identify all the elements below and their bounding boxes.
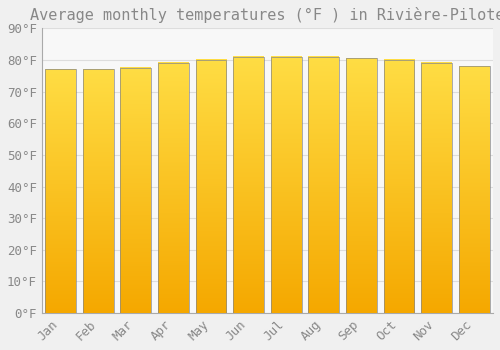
Bar — [196, 60, 226, 313]
Bar — [308, 57, 340, 313]
Bar — [271, 57, 302, 313]
Bar — [158, 63, 189, 313]
Bar — [83, 69, 114, 313]
Bar — [384, 60, 414, 313]
Bar — [120, 68, 151, 313]
Bar — [421, 63, 452, 313]
Bar — [346, 58, 377, 313]
Bar — [459, 66, 490, 313]
Bar — [233, 57, 264, 313]
Title: Average monthly temperatures (°F ) in Rivière-Pilote: Average monthly temperatures (°F ) in Ri… — [30, 7, 500, 23]
Bar — [45, 69, 76, 313]
